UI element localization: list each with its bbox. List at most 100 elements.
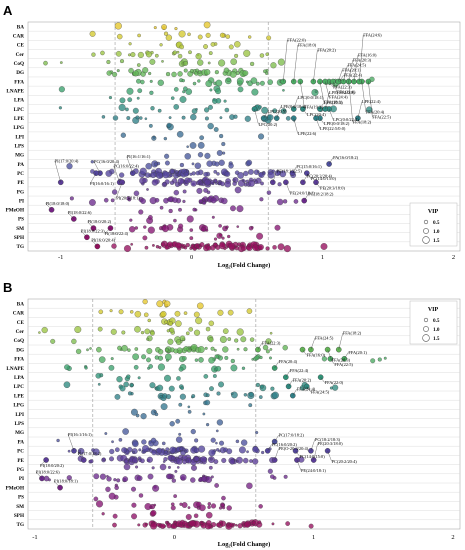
annotation-label: PA(16:0/18:2) [333, 155, 359, 160]
data-point [194, 456, 200, 462]
panel-a-legend: VIP 0.5 1.0 1.5 [409, 202, 458, 247]
annotation-leader-line [288, 379, 293, 387]
annotation-leader-line [274, 361, 279, 369]
data-point [236, 225, 240, 228]
data-point [237, 86, 244, 93]
data-point [109, 448, 115, 455]
data-point [199, 242, 205, 248]
data-point [69, 196, 74, 201]
data-point [170, 502, 175, 507]
data-point [207, 122, 214, 130]
data-point [143, 225, 147, 229]
panel-a-points [43, 21, 375, 253]
data-point [224, 171, 231, 177]
category-label: LPI [15, 412, 24, 418]
data-point [170, 96, 175, 100]
data-point [178, 207, 182, 212]
data-point [216, 419, 223, 426]
panel-a-x-ticks: -1 0 1 2 [58, 254, 455, 261]
data-point [199, 182, 203, 186]
annotation-leader-line [339, 74, 344, 82]
annotation-label: FFA(22:4) [344, 73, 363, 78]
data-point [189, 228, 194, 232]
data-point [162, 171, 170, 179]
annotation-label: FFA(22:5) [372, 115, 391, 120]
data-point [215, 429, 219, 433]
x-tick-label: -1 [32, 534, 37, 541]
annotation-label: FFA(20:2) [317, 48, 336, 53]
data-point [193, 513, 199, 518]
data-point [193, 311, 200, 318]
annotation-label: FFA(24:5) [315, 336, 334, 341]
data-point [108, 364, 115, 371]
annotation-label: PE(24:0/18:1) [290, 190, 315, 195]
annotation-label: PI(17:0/20:4) [55, 158, 79, 163]
data-point [271, 169, 275, 173]
data-point [206, 520, 212, 526]
data-point [95, 372, 102, 379]
data-point [205, 32, 211, 38]
annotation-leader-line [300, 81, 305, 108]
data-point [91, 52, 96, 57]
data-point [86, 348, 89, 352]
data-point [152, 244, 155, 247]
data-point [197, 152, 204, 158]
panel-a-legend-box [409, 202, 458, 247]
data-point [243, 49, 251, 57]
data-point [174, 27, 178, 31]
data-point [204, 107, 210, 113]
data-point [203, 187, 209, 193]
data-point [200, 456, 207, 463]
annotation-label: FFA(18:2) [343, 331, 362, 336]
data-point [71, 338, 77, 345]
data-point [150, 522, 158, 530]
data-point [241, 366, 246, 370]
annotation-label: PI(17:0/18:2) [78, 451, 102, 456]
data-point [120, 132, 126, 138]
annotation-leader-line [293, 118, 298, 134]
data-point [141, 439, 147, 445]
data-point [179, 335, 186, 341]
data-point [142, 299, 148, 305]
data-point [181, 78, 185, 83]
data-point [130, 383, 134, 387]
data-point [134, 325, 141, 333]
data-point [164, 320, 168, 324]
data-point [203, 21, 211, 29]
annotation-leader-line [353, 55, 359, 82]
data-point [188, 327, 193, 332]
annotation-label: FFA(22:0) [325, 380, 344, 385]
data-point [250, 77, 258, 84]
category-label: LPC [14, 384, 25, 390]
data-point [118, 104, 126, 112]
data-point [269, 331, 273, 335]
data-point [237, 523, 243, 529]
annotation-label: PI(18:0/22:6) [36, 469, 60, 474]
data-point [216, 172, 220, 176]
data-point [223, 67, 230, 73]
data-point [108, 96, 113, 100]
data-point [139, 167, 147, 175]
data-point [207, 505, 211, 509]
data-point [182, 199, 186, 204]
data-point [206, 245, 212, 251]
annotation-leader-line [319, 118, 325, 124]
annotation-leader-line [361, 81, 366, 113]
annotation-leader-line [263, 111, 268, 119]
data-point [159, 205, 164, 210]
annotation-label: FFA(22:3) [262, 341, 281, 346]
data-point [225, 225, 229, 229]
data-point [147, 473, 154, 480]
annotation-leader-line [348, 60, 353, 82]
data-point [156, 522, 161, 527]
annotation-label: FFA(16:0) [358, 53, 377, 58]
category-label: PS [18, 495, 24, 501]
annotation-label: PI(18:0/22:4) [104, 231, 128, 236]
data-point [164, 153, 170, 159]
data-point [131, 486, 136, 492]
category-label: LNAPE [6, 366, 24, 372]
x-tick-label: 2 [451, 534, 454, 541]
annotation-leader-line [35, 471, 43, 479]
data-point [170, 505, 176, 511]
data-point [176, 466, 180, 469]
